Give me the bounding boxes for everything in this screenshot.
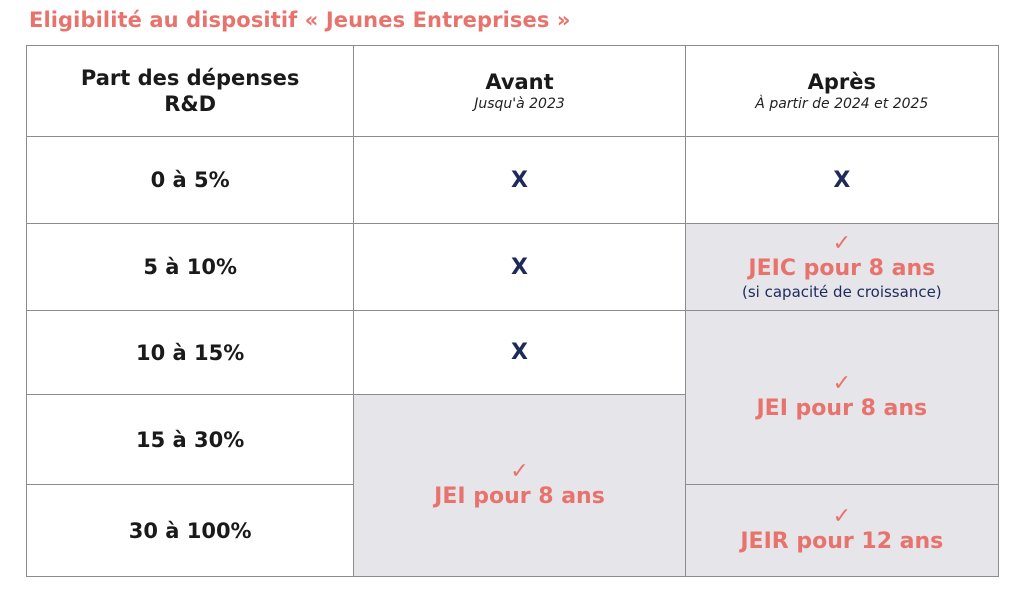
table-row: 15 à 30% ✓ JEI pour 8 ans xyxy=(25,394,999,577)
checkmark-icon: ✓ xyxy=(832,231,852,256)
table-header-row: Part des dépenses R&D Avant Jusqu'à 2023… xyxy=(25,45,1000,137)
row-label: 10 à 15% xyxy=(25,310,355,395)
header-rd-share-label: Part des dépenses R&D xyxy=(80,66,300,116)
measure-note: (si capacité de croissance) xyxy=(742,283,942,301)
measure-label: JEI pour 8 ans xyxy=(756,395,928,421)
header-apres-label: Après xyxy=(807,70,877,94)
header-rd-share: Part des dépenses R&D xyxy=(25,45,355,137)
row-label: 5 à 10% xyxy=(25,223,355,311)
cross-mark: X xyxy=(684,136,1000,224)
header-avant: Avant Jusqu'à 2023 xyxy=(353,45,686,137)
jeir-cell: ✓ JEIR pour 12 ans xyxy=(684,484,1000,577)
jei-avant-cell: ✓ JEI pour 8 ans xyxy=(353,394,686,577)
cross-mark: X xyxy=(353,223,686,311)
checkmark-icon: ✓ xyxy=(510,458,529,484)
cross-mark: X xyxy=(353,310,686,395)
row-label: 15 à 30% xyxy=(25,394,355,485)
checkmark-icon: ✓ xyxy=(832,503,852,529)
measure-label: JEI pour 8 ans xyxy=(434,483,605,509)
header-apres-sub: À partir de 2024 et 2025 xyxy=(755,96,929,112)
row-label: 30 à 100% xyxy=(25,484,355,577)
measure-label: JEIR pour 12 ans xyxy=(740,528,944,554)
measure-label: JEIC pour 8 ans xyxy=(748,256,936,281)
page-title: Eligibilité au dispositif « Jeunes Entre… xyxy=(29,8,571,32)
eligibility-table: Part des dépenses R&D Avant Jusqu'à 2023… xyxy=(25,45,1000,577)
jei-apres-cell: ✓ JEI pour 8 ans xyxy=(684,310,1000,485)
table-row: 5 à 10% X ✓ JEIC pour 8 ans (si capacité… xyxy=(25,223,1000,311)
jeic-cell: ✓ JEIC pour 8 ans (si capacité de croiss… xyxy=(684,223,1000,311)
header-avant-sub: Jusqu'à 2023 xyxy=(474,96,565,112)
table-row: 0 à 5% X X xyxy=(25,136,1000,224)
table-row: 10 à 15% X ✓ JEI pour 8 ans xyxy=(25,310,1000,485)
table-row: 30 à 100% ✓ JEIR pour 12 ans xyxy=(25,484,1000,577)
header-avant-label: Avant xyxy=(485,70,554,94)
row-label: 0 à 5% xyxy=(25,136,355,224)
checkmark-icon: ✓ xyxy=(832,370,852,396)
header-apres: Après À partir de 2024 et 2025 xyxy=(684,45,1000,137)
cross-mark: X xyxy=(353,136,686,224)
